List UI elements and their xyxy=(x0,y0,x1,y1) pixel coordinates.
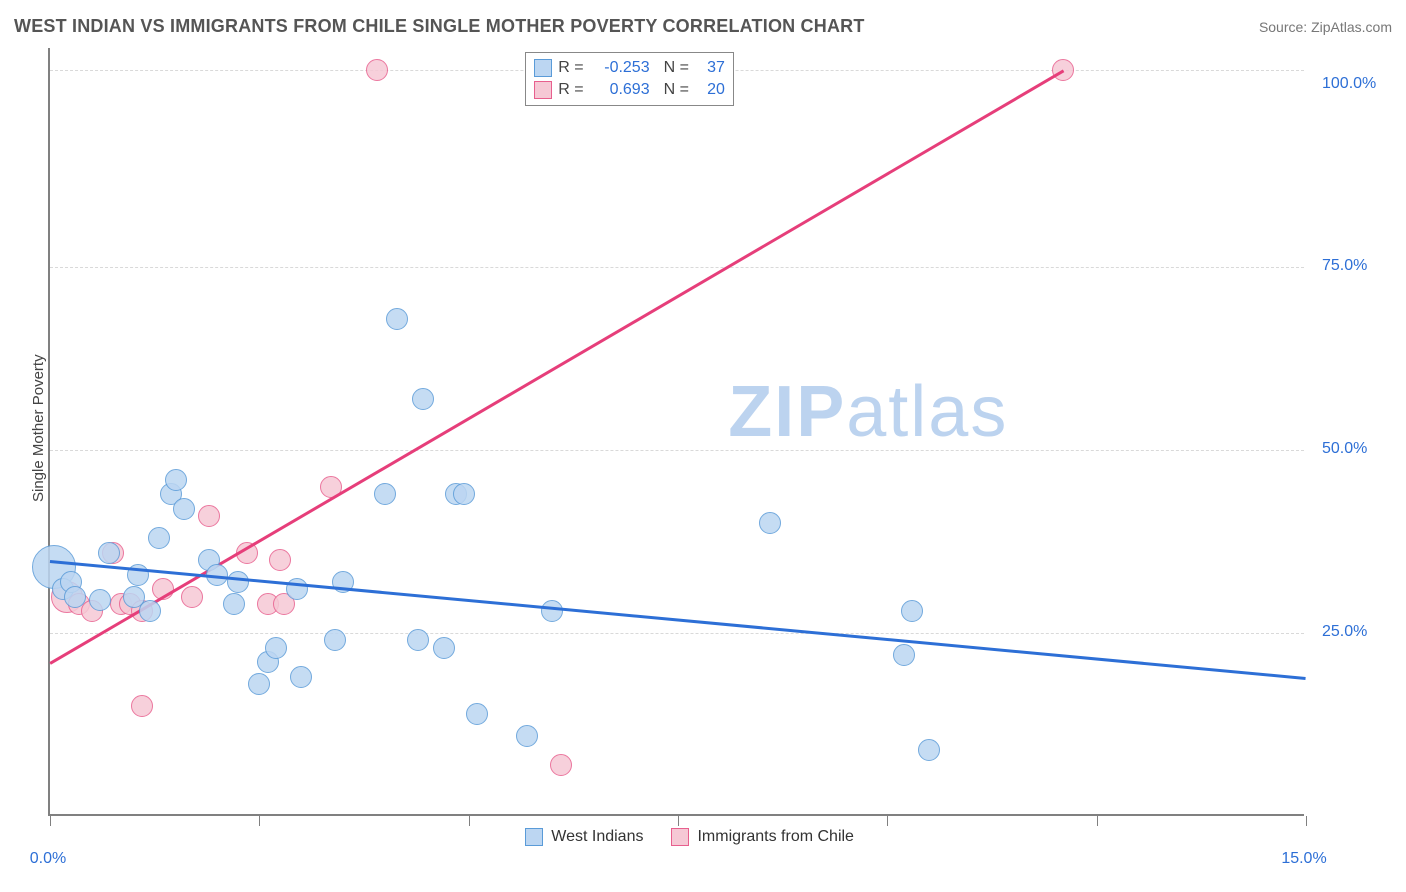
data-point xyxy=(541,600,563,622)
x-tick xyxy=(678,816,679,826)
data-point xyxy=(265,637,287,659)
data-point xyxy=(901,600,923,622)
data-point xyxy=(51,581,83,613)
data-point xyxy=(89,589,111,611)
title-bar: WEST INDIAN VS IMMIGRANTS FROM CHILE SIN… xyxy=(14,16,1392,37)
series-swatch xyxy=(671,828,689,846)
data-point xyxy=(198,505,220,527)
data-point xyxy=(433,637,455,659)
watermark: ZIPatlas xyxy=(728,371,1008,453)
watermark-atlas: atlas xyxy=(846,372,1008,452)
data-point xyxy=(516,725,538,747)
x-tick xyxy=(259,816,260,826)
data-point xyxy=(550,754,572,776)
legend-label: Immigrants from Chile xyxy=(697,828,853,846)
data-point xyxy=(273,593,295,615)
trend-line xyxy=(50,560,1306,680)
source-label: Source: ZipAtlas.com xyxy=(1259,19,1392,35)
data-point xyxy=(290,666,312,688)
chart-title: WEST INDIAN VS IMMIGRANTS FROM CHILE SIN… xyxy=(14,16,865,37)
data-point xyxy=(52,578,74,600)
correlation-stat-legend: R = -0.253 N = 37 R = 0.693 N = 20 xyxy=(525,52,734,106)
x-tick-label: 0.0% xyxy=(18,850,78,868)
r-value: -0.253 xyxy=(590,57,650,79)
series-swatch xyxy=(534,59,552,77)
y-tick-label: 50.0% xyxy=(1322,440,1402,458)
gridline-h xyxy=(50,267,1304,268)
data-point xyxy=(257,593,279,615)
r-value: 0.693 xyxy=(590,79,650,101)
r-label: R = xyxy=(558,57,583,79)
data-point xyxy=(102,542,124,564)
y-tick-label: 75.0% xyxy=(1322,257,1402,275)
x-tick xyxy=(1097,816,1098,826)
watermark-zip: ZIP xyxy=(728,372,846,452)
data-point xyxy=(445,483,467,505)
data-point xyxy=(374,483,396,505)
data-point xyxy=(98,542,120,564)
data-point xyxy=(148,527,170,549)
data-point xyxy=(223,593,245,615)
series-swatch xyxy=(525,828,543,846)
data-point xyxy=(81,600,103,622)
x-tick xyxy=(50,816,51,826)
stat-row: R = 0.693 N = 20 xyxy=(534,79,725,101)
gridline-h xyxy=(50,450,1304,451)
n-value: 37 xyxy=(695,57,725,79)
x-tick xyxy=(1306,816,1307,826)
data-point xyxy=(160,483,182,505)
data-point xyxy=(466,703,488,725)
stat-row: R = -0.253 N = 37 xyxy=(534,57,725,79)
x-tick xyxy=(469,816,470,826)
legend-label: West Indians xyxy=(551,828,643,846)
data-point xyxy=(165,469,187,491)
data-point xyxy=(173,498,195,520)
data-point xyxy=(68,593,90,615)
data-point xyxy=(257,651,279,673)
y-tick-label: 100.0% xyxy=(1322,75,1402,93)
y-tick-label: 25.0% xyxy=(1322,623,1402,641)
data-point xyxy=(131,695,153,717)
legend-item: Immigrants from Chile xyxy=(671,828,853,846)
data-point xyxy=(181,586,203,608)
data-point xyxy=(918,739,940,761)
n-label: N = xyxy=(664,79,689,101)
n-label: N = xyxy=(664,57,689,79)
data-point xyxy=(123,586,145,608)
data-point xyxy=(110,593,132,615)
data-point xyxy=(412,388,434,410)
x-tick xyxy=(887,816,888,826)
x-tick-label: 15.0% xyxy=(1274,850,1334,868)
data-point xyxy=(32,545,76,589)
data-point xyxy=(453,483,475,505)
data-point xyxy=(227,571,249,593)
r-label: R = xyxy=(558,79,583,101)
data-point xyxy=(386,308,408,330)
data-point xyxy=(60,571,82,593)
data-point xyxy=(248,673,270,695)
scatter-plot-area: ZIPatlas xyxy=(48,48,1304,816)
data-point xyxy=(269,549,291,571)
gridline-h xyxy=(50,633,1304,634)
y-axis-title: Single Mother Poverty xyxy=(30,354,47,502)
data-point xyxy=(759,512,781,534)
data-point xyxy=(64,586,86,608)
data-point xyxy=(893,644,915,666)
series-legend: West Indians Immigrants from Chile xyxy=(525,828,854,846)
series-swatch xyxy=(534,81,552,99)
n-value: 20 xyxy=(695,79,725,101)
legend-item: West Indians xyxy=(525,828,643,846)
